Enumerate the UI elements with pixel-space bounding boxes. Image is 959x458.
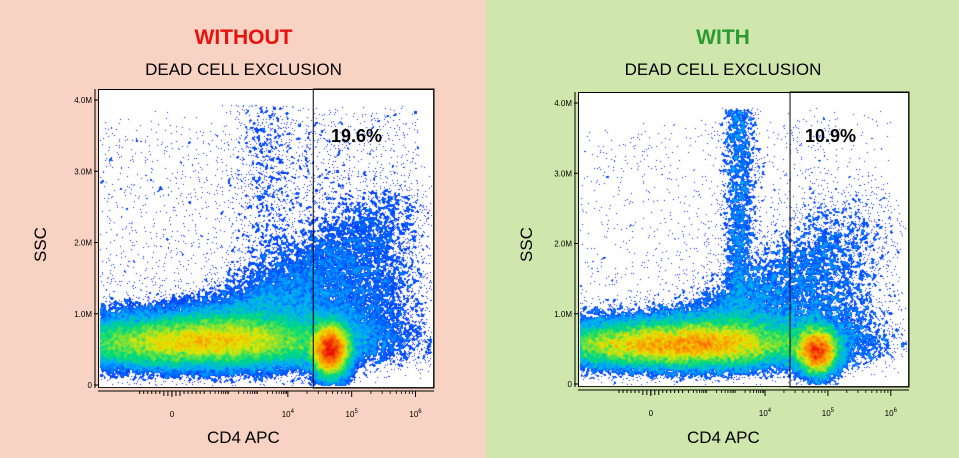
panel-divider [486, 0, 487, 458]
panel-subtitle-with: DEAD CELL EXCLUSION [624, 60, 822, 79]
cd4-positive-gate [312, 88, 435, 389]
y-axis-label-without: SSC [31, 227, 50, 262]
panel-with: WITH DEAD CELL EXCLUSION 10.9% 0 1.0M 2.0M… [487, 0, 959, 458]
panel-without: WITHOUT DEAD CELL EXCLUSION 19.6% 0 1.0M 2… [0, 0, 487, 458]
panel-headline-with: WITH [696, 26, 750, 49]
x-axis-label-without: CD4 APC [207, 428, 280, 447]
plot-area-with: 10.9% [578, 92, 910, 388]
y-tick-label: 2.0M [74, 239, 92, 248]
x-tick-label: 105 [822, 408, 835, 418]
y-tick-label: 4.0M [554, 99, 572, 108]
x-tick-label: 0 [649, 409, 654, 418]
y-tick-label: 1.0M [554, 310, 572, 319]
x-tick-label: 106 [409, 409, 422, 419]
y-tick-label: 0 [568, 380, 573, 389]
y-tick-label: 2.0M [554, 240, 572, 249]
density-plot-without [99, 90, 435, 389]
y-tick-label: 4.0M [74, 96, 92, 105]
x-axis-label-with: CD4 APC [687, 428, 760, 447]
y-tick-label: 3.0M [554, 169, 572, 178]
axes-with: 0 1.0M 2.0M 3.0M 4.0M 0 104 105 106 [554, 91, 910, 418]
x-tick-label: 106 [885, 408, 898, 418]
y-tick-label: 3.0M [74, 167, 92, 176]
axes-without: 0 1.0M 2.0M 3.0M 4.0M 0 104 105 106 [74, 88, 435, 419]
panel-subtitle-without: DEAD CELL EXCLUSION [145, 60, 342, 79]
y-axis-label-with: SSC [517, 227, 536, 262]
x-tick-label: 104 [282, 409, 295, 419]
cd4-positive-gate [789, 91, 910, 388]
gate-percentage-with: 10.9% [805, 126, 857, 146]
panel-headline-without: WITHOUT [194, 26, 293, 49]
gate-percentage-without: 19.6% [331, 126, 383, 146]
y-tick-label: 0 [88, 381, 93, 390]
y-tick-label: 1.0M [74, 310, 92, 319]
x-tick-label: 105 [346, 409, 359, 419]
density-plot-with [579, 93, 910, 388]
x-tick-label: 104 [759, 408, 772, 418]
plot-area-without: 19.6% [98, 89, 435, 389]
x-tick-label: 0 [170, 410, 175, 419]
